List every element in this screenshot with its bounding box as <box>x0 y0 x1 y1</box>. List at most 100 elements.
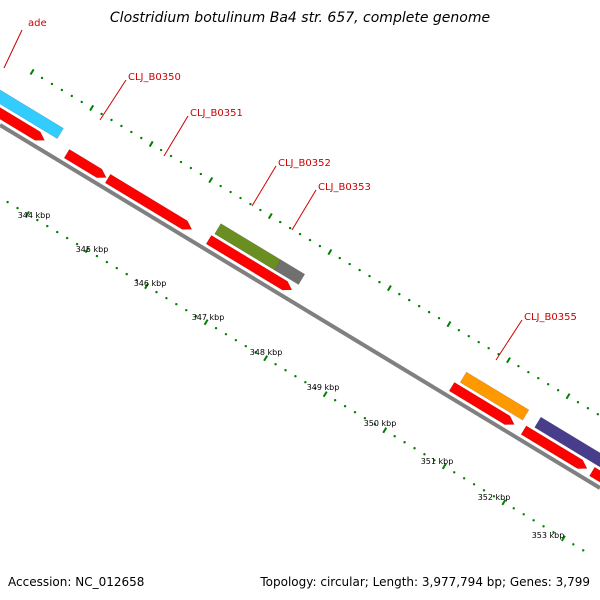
gene-label: CLJ_B0355 <box>524 312 577 323</box>
tick-dot <box>234 338 238 342</box>
gene-clj-b0355-cds <box>448 382 515 425</box>
tick-dot <box>274 362 277 366</box>
tick-dot <box>105 260 109 264</box>
label-leader-line <box>3 29 23 69</box>
tick-dot <box>343 405 347 408</box>
tick-mark <box>446 321 452 328</box>
tick-dot <box>115 266 118 270</box>
gene-label: CLJ_B0353 <box>318 182 371 193</box>
tick-dot <box>56 230 59 234</box>
gene-clj-b0353-feature <box>274 259 306 285</box>
tick-dot <box>304 381 307 384</box>
tick-dot <box>199 172 203 176</box>
tick-track-inner <box>6 200 585 552</box>
tick-mark <box>89 104 95 112</box>
tick-dot <box>398 292 401 296</box>
tick-dot <box>159 148 163 152</box>
tick-dot <box>249 202 252 206</box>
gene-label: CLJ_B0350 <box>128 72 181 83</box>
tick-label: 345 kbp <box>76 245 109 254</box>
tick-dot <box>244 344 248 348</box>
tick-label: 353 kbp <box>532 531 565 540</box>
tick-label: 346 kbp <box>134 279 167 288</box>
tick-dot <box>353 411 357 414</box>
tick-dot <box>140 136 143 140</box>
tick-dot <box>189 166 193 170</box>
tick-label: 349 kbp <box>307 383 340 392</box>
gene-clj-b0353-cds <box>267 272 293 291</box>
tick-mark <box>144 283 149 290</box>
tick-mark <box>84 247 90 254</box>
tick-dot <box>165 296 168 300</box>
tick-dot <box>254 350 257 354</box>
tick-dot <box>596 413 600 416</box>
tick-dot <box>6 200 9 204</box>
gene-next-feature <box>534 416 600 468</box>
tick-dot <box>224 332 228 336</box>
tick-mark <box>441 463 447 470</box>
tick-dot <box>259 208 262 212</box>
tick-dot <box>492 495 496 498</box>
gene-layer <box>0 89 600 483</box>
tick-dot <box>130 130 133 134</box>
tick-mark <box>25 210 30 218</box>
tick-dot <box>110 118 113 122</box>
tick-dot <box>417 304 421 308</box>
tick-dot <box>75 242 79 246</box>
tick-dot <box>239 196 242 200</box>
tick-dot <box>16 206 19 210</box>
tick-mark <box>263 355 269 362</box>
gene-clj-b0355-feature <box>459 371 530 421</box>
gene-clj-b0352-feature <box>214 223 282 271</box>
tick-dot <box>477 340 480 344</box>
tick-dot <box>378 280 381 284</box>
tick-dot <box>437 316 441 320</box>
tick-dot <box>467 334 470 338</box>
tick-mark <box>560 535 566 542</box>
tick-dot <box>403 441 406 444</box>
tick-mark <box>203 319 209 326</box>
tick-mark <box>148 140 154 148</box>
tick-dot <box>522 513 525 516</box>
tick-dot <box>338 256 341 260</box>
tick-dot <box>95 254 99 258</box>
tick-dot <box>582 549 585 552</box>
gene-ade-feature <box>0 89 64 139</box>
tick-dot <box>572 543 575 546</box>
tick-dot <box>358 268 361 272</box>
tick-dot <box>482 489 486 492</box>
tick-dot <box>135 278 138 282</box>
tick-dot <box>576 401 580 404</box>
tick-label: 344 kbp <box>18 211 51 220</box>
tick-dot <box>50 82 54 86</box>
tick-dot <box>219 184 222 188</box>
tick-dot <box>433 459 436 462</box>
tick-dot <box>512 507 515 510</box>
tick-dot <box>472 483 476 486</box>
tick-dot <box>556 388 560 392</box>
gene-ade-cds <box>0 107 45 141</box>
tick-mark <box>565 393 571 400</box>
tick-mark <box>382 427 388 434</box>
gene-next-cds <box>520 425 588 469</box>
tick-mark <box>386 285 392 292</box>
tick-dot <box>308 238 312 242</box>
tick-dot <box>120 124 123 128</box>
tick-mark <box>322 391 328 398</box>
tick-dot <box>373 423 377 426</box>
tick-dot <box>427 310 431 314</box>
label-leader-line <box>291 189 317 231</box>
tick-dot <box>298 232 302 236</box>
tick-label: 350 kbp <box>364 419 397 428</box>
tick-dot <box>423 453 426 456</box>
tick-mark <box>208 176 214 184</box>
tick-dot <box>65 236 69 240</box>
tick-dot <box>40 76 44 80</box>
tick-dot <box>100 112 103 116</box>
tick-dot <box>36 218 39 222</box>
tick-dot <box>457 328 461 332</box>
tick-dot <box>517 364 520 368</box>
tick-dot <box>487 346 490 350</box>
genome-backbone <box>0 123 600 490</box>
